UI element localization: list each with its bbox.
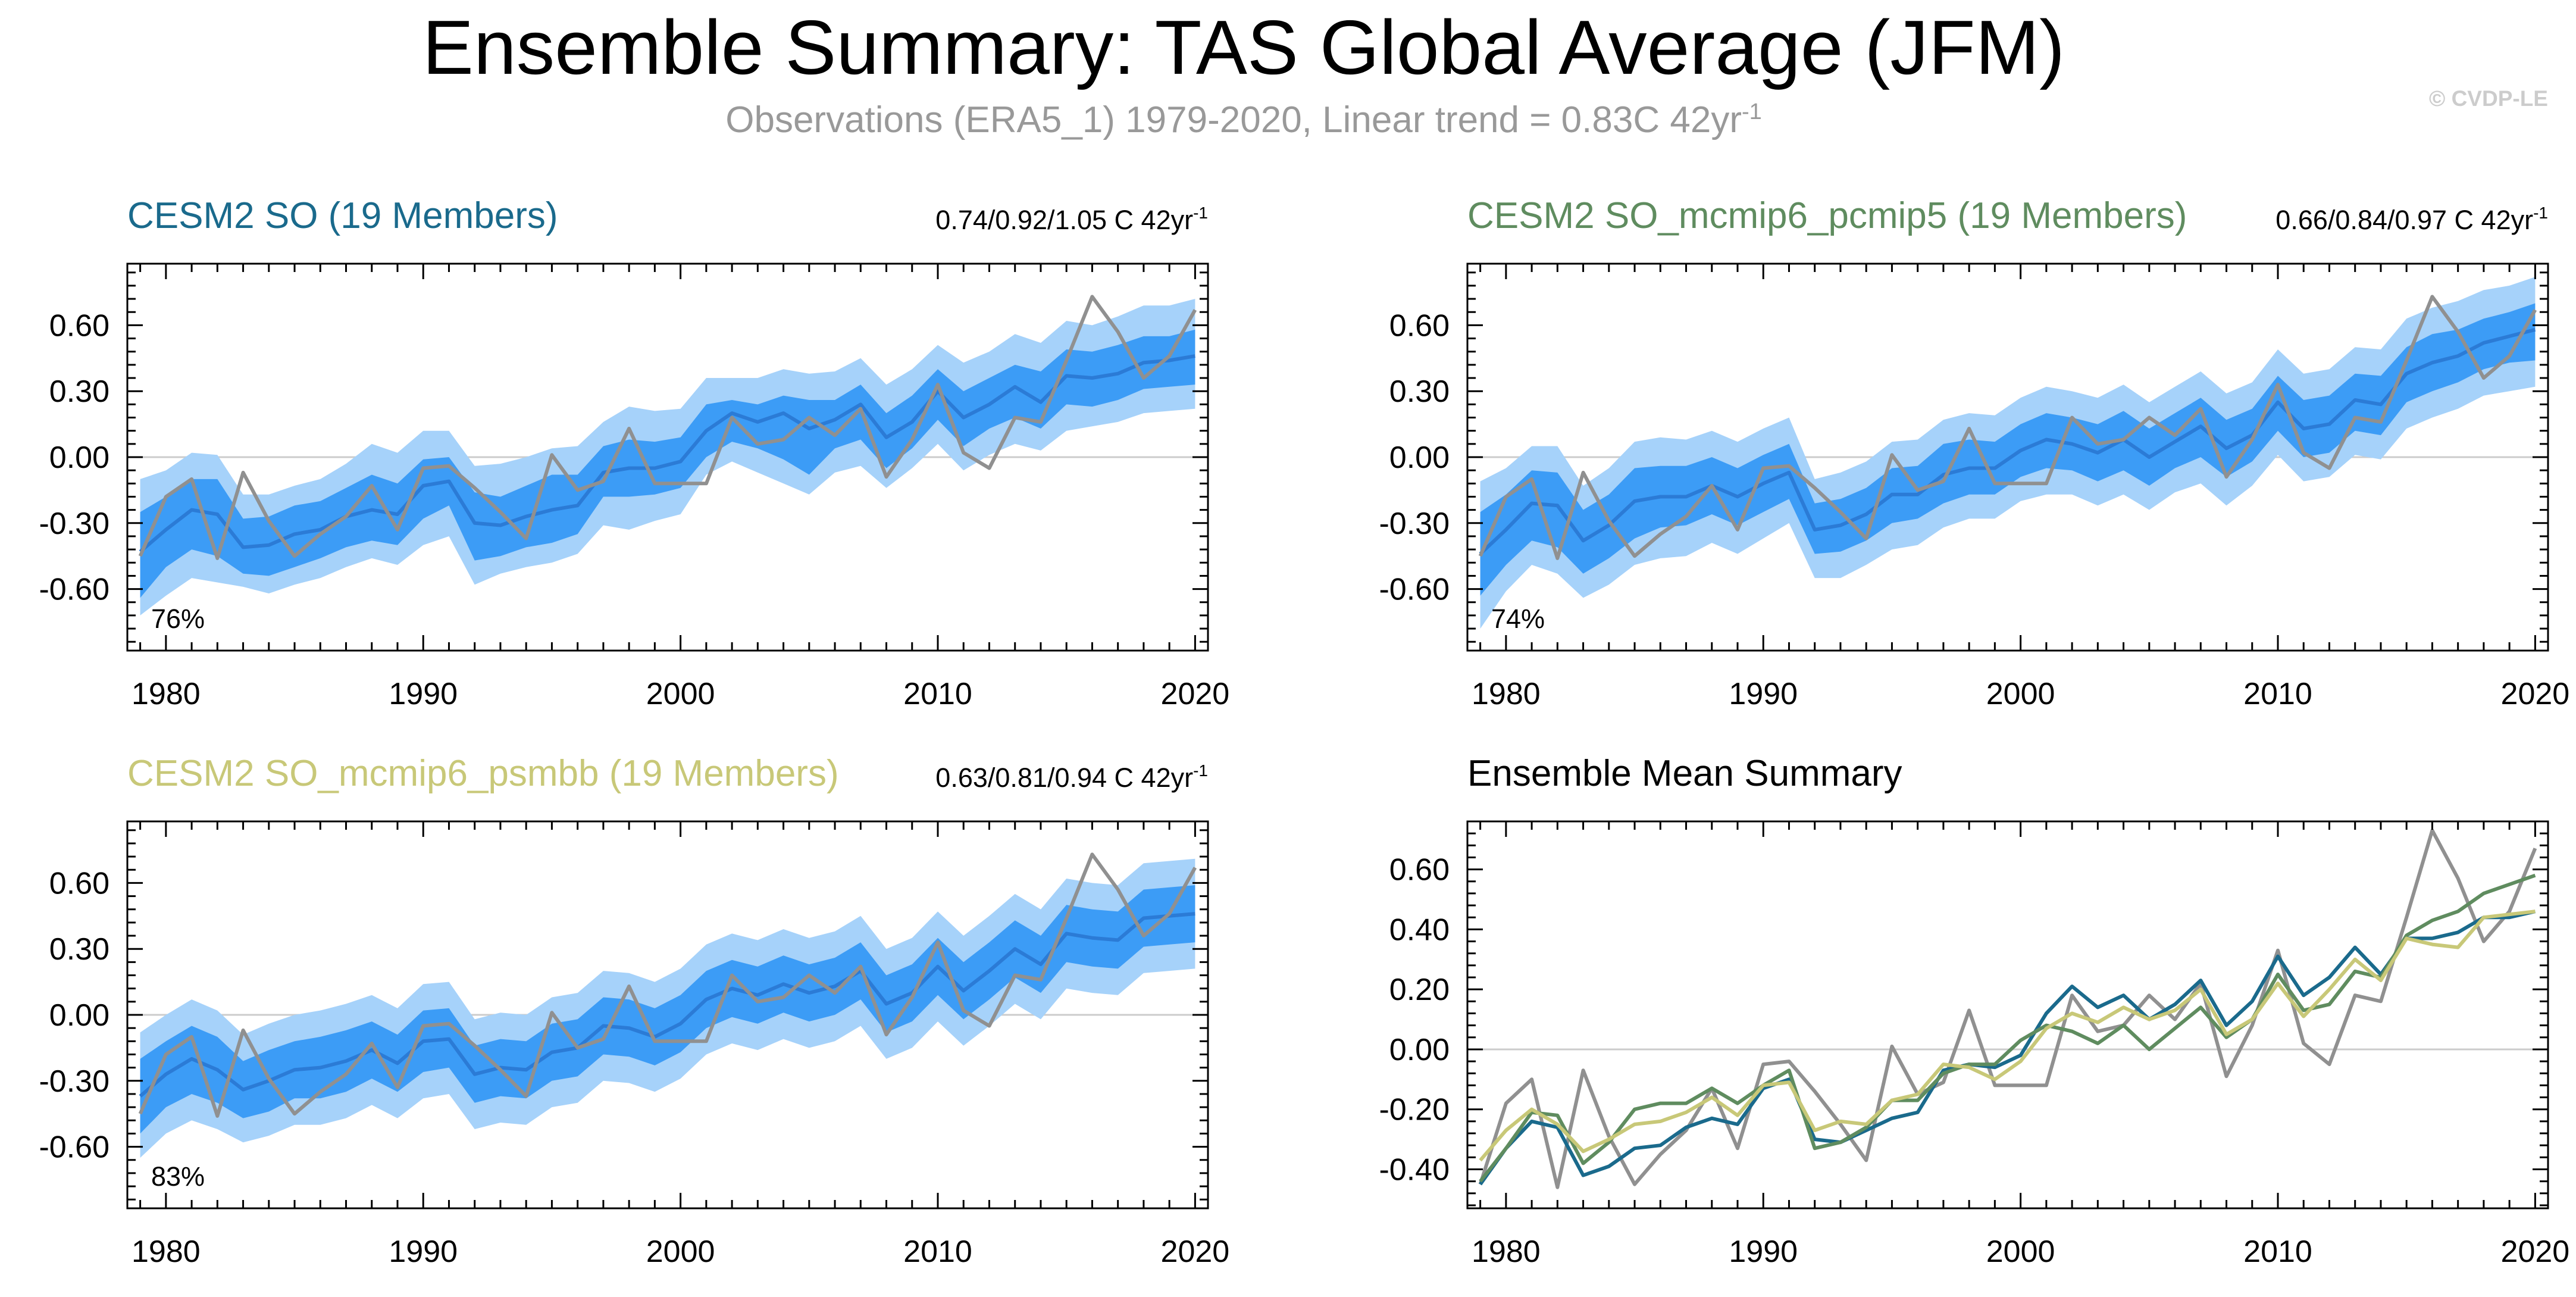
x-tick-label: 2000 [1986, 1235, 2055, 1269]
x-tick-label: 2000 [1986, 677, 2055, 711]
percent-label: 76% [151, 604, 205, 634]
observations-line [138, 852, 1197, 1118]
panel-title: Ensemble Mean Summary [1467, 753, 1902, 794]
panel-psmbb: CESM2 SO_mcmip6_psmbb (19 Members) 0.63/0… [39, 753, 1229, 1269]
y-tick-label: -0.30 [39, 507, 109, 541]
panel-so: CESM2 SO (19 Members) 0.74/0.92/1.05 C 42… [39, 195, 1229, 711]
panel-trend-text: 0.66/0.84/0.97 C 42yr [2275, 205, 2533, 235]
y-tick-label: -0.60 [39, 573, 109, 607]
x-tick-label: 2010 [2243, 677, 2312, 711]
y-tick-label: 0.60 [1389, 308, 1450, 343]
panel-trend: 0.63/0.81/0.94 C 42yr-1 [935, 761, 1208, 793]
panels-group: CESM2 SO (19 Members) 0.74/0.92/1.05 C 42… [39, 195, 2569, 1269]
y-tick-label: 0.30 [49, 932, 109, 967]
x-tick-label: 1990 [1729, 1235, 1798, 1269]
x-tick-label: 2010 [903, 1235, 972, 1269]
x-tick-label: 2010 [2243, 1235, 2312, 1269]
y-tick-label: 0.30 [49, 374, 109, 409]
panel-trend: 0.74/0.92/1.05 C 42yr-1 [935, 204, 1208, 235]
figure-title: Ensemble Summary: TAS Global Average (JF… [422, 5, 2065, 90]
panel-title: CESM2 SO_mcmip6_pcmip5 (19 Members) [1467, 195, 2187, 236]
panel-summary: Ensemble Mean Summary 1980 1990 2000 2010 202… [1379, 753, 2569, 1269]
x-tick-label: 2020 [2501, 677, 2570, 711]
panel-data [1467, 277, 2548, 629]
y-tick-label: 0.60 [1389, 853, 1450, 887]
panel-data [1467, 829, 2548, 1189]
panel-data [127, 852, 1208, 1158]
percent-label: 74% [1491, 604, 1545, 634]
x-tick-label: 2010 [903, 677, 972, 711]
ensemble-mean-line [139, 912, 1195, 1098]
spread-band-inner [1480, 303, 2536, 596]
panel-trend-exponent: -1 [1193, 204, 1208, 222]
series-line-3 [1479, 910, 2536, 1162]
panel-pcmip5: CESM2 SO_mcmip6_pcmip5 (19 Members) 0.66/… [1379, 195, 2569, 711]
y-tick-label: -0.30 [1379, 507, 1450, 541]
panel-trend-exponent: -1 [1193, 761, 1208, 780]
panel-trend-text: 0.74/0.92/1.05 C 42yr [935, 205, 1193, 235]
x-tick-label: 1980 [132, 1235, 201, 1269]
panel-data [127, 295, 1208, 615]
x-tick-label: 1990 [389, 677, 458, 711]
y-tick-label: 0.30 [1389, 374, 1450, 409]
y-tick-label: -0.30 [39, 1064, 109, 1099]
figure-subtitle-exponent: -1 [1742, 99, 1762, 124]
x-tick-label: 1980 [1472, 1235, 1541, 1269]
y-tick-label: 0.60 [49, 866, 109, 901]
panel-trend: 0.66/0.84/0.97 C 42yr-1 [2275, 204, 2548, 235]
y-tick-label: -0.20 [1379, 1093, 1450, 1127]
y-tick-label: 0.00 [49, 440, 109, 475]
y-tick-label: 0.20 [1389, 973, 1450, 1007]
y-tick-label: 0.00 [1389, 440, 1450, 475]
ensemble-mean-line [139, 354, 1195, 554]
y-tick-label: 0.40 [1389, 912, 1450, 947]
figure-subtitle: Observations (ERA5_1) 1979-2020, Linear … [725, 99, 1762, 140]
y-tick-label: 0.00 [1389, 1033, 1450, 1067]
x-tick-label: 2000 [646, 677, 715, 711]
panel-frame [1466, 820, 2549, 1210]
panel-title: CESM2 SO_mcmip6_psmbb (19 Members) [127, 753, 839, 794]
panel-title: CESM2 SO (19 Members) [127, 195, 558, 236]
observations-line [1478, 295, 2537, 560]
x-tick-label: 2020 [1161, 1235, 1230, 1269]
series-line-0 [1478, 829, 2537, 1189]
x-tick-label: 1990 [389, 1235, 458, 1269]
panel-trend-text: 0.63/0.81/0.94 C 42yr [935, 762, 1193, 793]
y-tick-label: 0.00 [49, 998, 109, 1033]
x-tick-label: 2020 [1161, 677, 1230, 711]
x-tick-label: 1980 [1472, 677, 1541, 711]
figure-subtitle-text: Observations (ERA5_1) 1979-2020, Linear … [725, 99, 1742, 140]
y-tick-label: -0.60 [39, 1130, 109, 1165]
series-line-1 [1479, 910, 2536, 1186]
x-tick-label: 2020 [2501, 1235, 2570, 1269]
percent-label: 83% [151, 1161, 205, 1192]
panel-trend-exponent: -1 [2533, 204, 2548, 222]
ensemble-mean-line [1479, 327, 2536, 555]
observations-line [138, 295, 1197, 560]
x-tick-label: 1980 [132, 677, 201, 711]
copyright-label: © CVDP-LE [2429, 86, 2548, 111]
y-tick-label: -0.60 [1379, 573, 1450, 607]
y-tick-label: 0.60 [49, 308, 109, 343]
y-tick-label: -0.40 [1379, 1152, 1450, 1187]
series-line-2 [1479, 873, 2536, 1183]
x-tick-label: 2000 [646, 1235, 715, 1269]
x-tick-label: 1990 [1729, 677, 1798, 711]
